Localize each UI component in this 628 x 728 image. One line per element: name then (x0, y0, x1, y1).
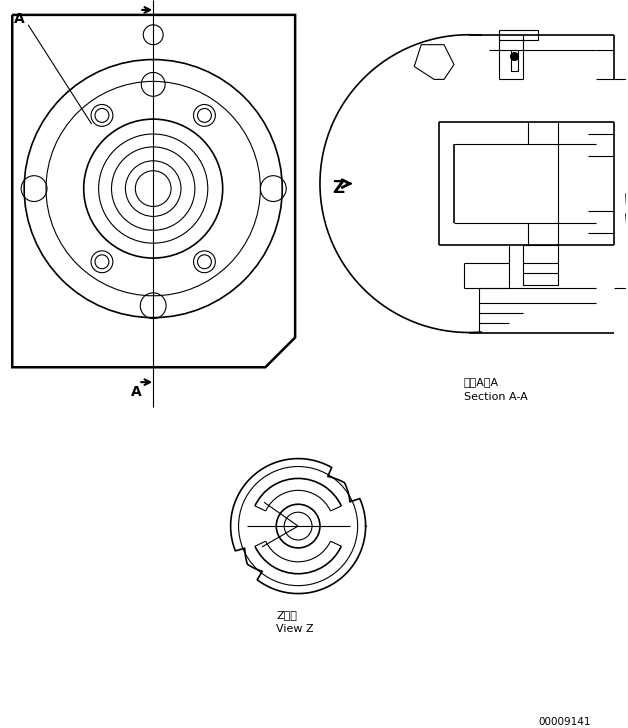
Text: Z: Z (332, 178, 344, 197)
Text: A: A (14, 12, 25, 26)
Text: Section A-A: Section A-A (464, 392, 528, 402)
Text: View Z: View Z (276, 625, 314, 634)
Text: 断面A－A: 断面A－A (464, 377, 499, 387)
Text: Z　視: Z 視 (276, 611, 297, 620)
Bar (524, 245, 558, 285)
Bar (499, 30, 538, 40)
Text: A: A (131, 385, 142, 399)
Bar (511, 50, 519, 71)
Text: 00009141: 00009141 (538, 716, 591, 727)
Circle shape (511, 52, 519, 60)
